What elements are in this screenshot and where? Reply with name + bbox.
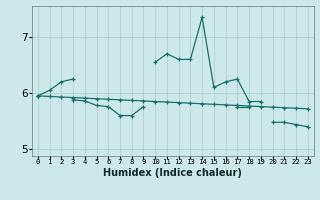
X-axis label: Humidex (Indice chaleur): Humidex (Indice chaleur): [103, 168, 242, 178]
